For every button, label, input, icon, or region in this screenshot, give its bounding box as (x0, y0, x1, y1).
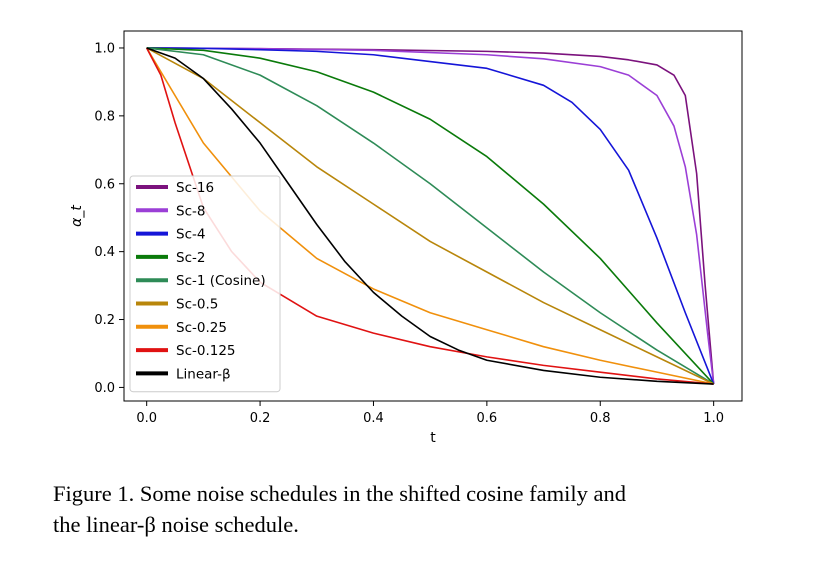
legend-label-0: Sc-16 (176, 180, 214, 196)
y-tick-label-5: 1.0 (94, 41, 115, 56)
series-line-6 (145, 47, 714, 385)
x-tick-label-3: 0.6 (477, 411, 498, 426)
legend-label-5: Sc-0.5 (176, 297, 218, 313)
caption-line-1: Figure 1. Some noise schedules in the sh… (53, 481, 627, 506)
legend-label-1: Sc-8 (176, 203, 205, 219)
y-tick-label-3: 0.6 (94, 177, 115, 192)
series-line-2 (146, 47, 715, 385)
x-tick-label-5: 1.0 (703, 411, 724, 426)
y-axis: 0.0 0.2 0.4 0.6 0.8 1.0 (94, 41, 124, 396)
x-tick-label-2: 0.4 (363, 411, 384, 426)
y-tick-label-4: 0.8 (94, 109, 115, 124)
legend-label-8: Linear-β (176, 366, 231, 382)
series-line-8 (146, 47, 714, 385)
chart: 0.0 0.2 0.4 0.6 0.8 1.0 0.00.20.40.60.81.0 t … (69, 30, 743, 446)
y-tick-label-1: 0.2 (94, 313, 115, 328)
legend: Sc-16 Sc-8 Sc-4 Sc-2 Sc-1 (Cosine) Sc-0.5 Sc-0… (129, 175, 281, 393)
y-axis-label: α_t (69, 205, 85, 227)
legend-label-2: Sc-4 (176, 227, 205, 243)
caption-line-2: the linear-β noise schedule. (53, 512, 299, 537)
legend-label-7: Sc-0.125 (176, 343, 236, 359)
series-line-7 (145, 47, 714, 385)
series-line-4 (146, 47, 715, 385)
y-tick-label-2: 0.4 (94, 245, 115, 260)
x-tick-label-1: 0.2 (250, 411, 271, 426)
x-tick-label-4: 0.8 (590, 411, 611, 426)
x-tick-label-0: 0.0 (136, 411, 157, 426)
x-axis: 0.0 0.2 0.4 0.6 0.8 1.0 (136, 401, 724, 426)
series-lines (145, 47, 715, 385)
legend-label-3: Sc-2 (176, 250, 205, 266)
plot-frame (123, 30, 743, 402)
y-tick-label-0: 0.0 (94, 381, 115, 396)
legend-box (129, 175, 281, 393)
series-line-3 (146, 47, 715, 385)
figure-caption: Figure 1. Some noise schedules in the sh… (53, 478, 773, 540)
x-axis-label: t (430, 430, 436, 446)
series-line-5 (146, 47, 714, 385)
legend-label-4: Sc-1 (Cosine) (176, 273, 266, 289)
legend-label-6: Sc-0.25 (176, 320, 227, 336)
series-line-1 (146, 47, 715, 385)
